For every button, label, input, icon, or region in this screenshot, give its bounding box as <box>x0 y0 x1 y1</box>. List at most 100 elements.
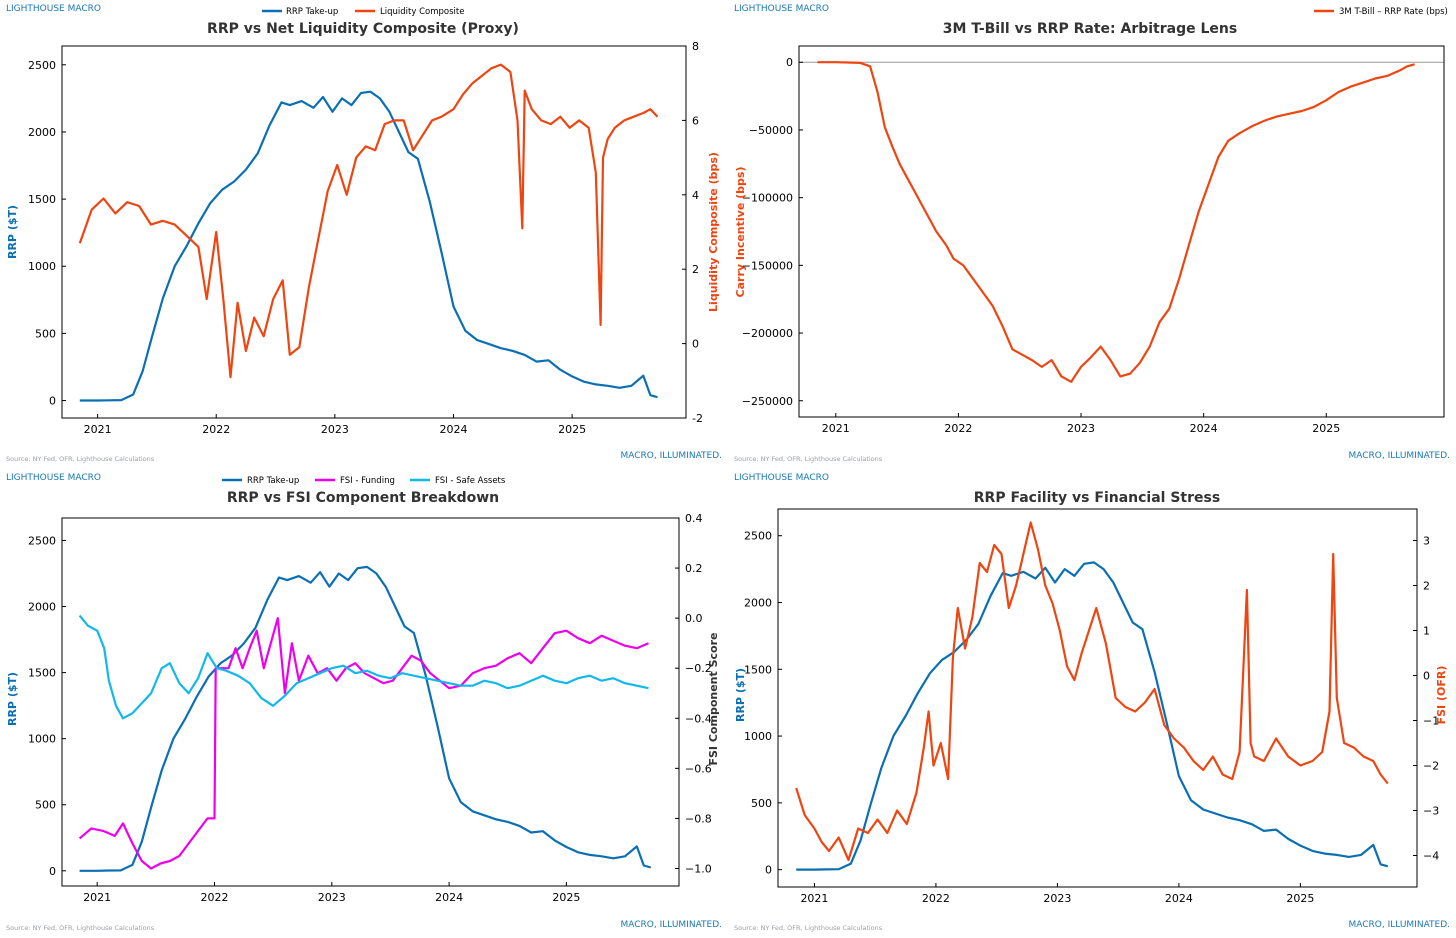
y-tick-label: 1500 <box>28 193 56 206</box>
series-line-rrp-take-up <box>79 565 652 872</box>
series-line-liquidity-composite <box>78 63 659 379</box>
y-axis-label-left: Carry Incentive (bps) <box>734 167 747 298</box>
y-tick-label: −100000 <box>742 192 793 205</box>
y-right-tick-label: 0 <box>1423 670 1430 683</box>
source-note: Source: NY Fed, OFR, Lighthouse Calculat… <box>6 455 155 463</box>
x-tick-label: 2024 <box>435 891 463 904</box>
x-tick-label: 2024 <box>1165 892 1193 905</box>
y-right-tick-label: 3 <box>1423 535 1430 548</box>
series-line-3m-t-bill-rrp-rate-bps <box>817 61 1415 383</box>
plot-area: 2021 2022 2023 2024 2025 0 500 1000 1500 2000 2500… <box>28 512 712 904</box>
tagline: MACRO, ILLUMINATED. <box>620 920 722 930</box>
y-right-tick-label: 2 <box>692 263 699 276</box>
plot-area: 2021 2022 2023 2024 2025 0 500 1000 1500 2000 2500… <box>28 40 703 436</box>
x-tick-label: 2025 <box>558 423 586 436</box>
x-tick-label: 2022 <box>944 422 972 435</box>
brand-label: LIGHTHOUSE MACRO <box>734 4 829 14</box>
x-tick-label: 2023 <box>1067 422 1095 435</box>
y-tick-label: 0 <box>49 395 56 408</box>
chart-rrp-vs-financial-stress: RRP Facility vs Financial Stress RRP ($T… <box>734 490 1448 905</box>
brand-label: LIGHTHOUSE MACRO <box>6 473 101 483</box>
y-tick-label: 500 <box>751 797 772 810</box>
y-tick-label: −50000 <box>749 124 793 137</box>
y-axis-label-left: RRP ($T) <box>6 205 19 259</box>
y-tick-label: −150000 <box>742 259 793 272</box>
panel-rrp-vs-financial-stress: RRP Facility vs Financial Stress RRP ($T… <box>728 469 1456 938</box>
x-tick-label: 2025 <box>1286 892 1314 905</box>
y-right-tick-label: −2 <box>1423 760 1439 773</box>
series-line-fsi-funding <box>78 617 649 870</box>
x-tick-label: 2022 <box>202 423 230 436</box>
chart-title: RRP vs Net Liquidity Composite (Proxy) <box>207 21 519 37</box>
x-tick-label: 2024 <box>1190 422 1218 435</box>
y-tick-label: 2000 <box>28 126 56 139</box>
y-axis-label-left: RRP ($T) <box>6 672 19 726</box>
brand-label: LIGHTHOUSE MACRO <box>734 473 829 483</box>
series-line-rrp-take-up <box>796 561 1389 871</box>
y-tick-label: 2500 <box>744 530 772 543</box>
y-right-tick-label: 0.0 <box>685 612 703 625</box>
tagline: MACRO, ILLUMINATED. <box>620 451 722 461</box>
x-tick-label: 2024 <box>439 423 467 436</box>
plot-frame <box>61 517 680 887</box>
series-line-fsi-safe-assets <box>78 614 649 720</box>
tagline: MACRO, ILLUMINATED. <box>1348 920 1450 930</box>
y-tick-label: 1000 <box>28 260 56 273</box>
x-tick-label: 2025 <box>1312 422 1340 435</box>
plot-frame <box>777 508 1418 888</box>
y-axis-label-right: FSI (OFR) <box>1435 666 1448 725</box>
y-right-tick-label: −4 <box>1423 850 1439 863</box>
chart-title: RRP vs FSI Component Breakdown <box>227 490 499 506</box>
legend: 3M T-Bill – RRP Rate (bps) <box>1314 7 1448 17</box>
y-right-tick-label: 0.4 <box>685 512 703 525</box>
y-right-tick-label: −0.8 <box>685 812 712 825</box>
plot-frame <box>61 45 687 419</box>
x-tick-label: 2021 <box>84 423 112 436</box>
y-right-tick-label: −1.0 <box>685 862 712 875</box>
y-tick-label: 0 <box>49 865 56 878</box>
y-right-tick-label: 8 <box>692 40 699 53</box>
y-tick-label: 500 <box>35 799 56 812</box>
plot-frame <box>798 45 1445 418</box>
y-tick-label: 1000 <box>744 730 772 743</box>
series-line-fsi-ofr <box>795 521 1389 862</box>
y-tick-label: 0 <box>786 56 793 69</box>
x-tick-label: 2023 <box>321 423 349 436</box>
y-tick-label: 0 <box>765 864 772 877</box>
x-tick-label: 2021 <box>822 422 850 435</box>
source-note: Source: NY Fed, OFR, Lighthouse Calculat… <box>734 924 883 932</box>
y-axis-label-left: RRP ($T) <box>734 668 747 722</box>
y-tick-label: −200000 <box>742 327 793 340</box>
plot-area: 2021 2022 2023 2024 2025 0 500 1000 1500 2000 2500… <box>744 508 1439 905</box>
y-tick-label: 2500 <box>28 534 56 547</box>
y-right-tick-label: −0.2 <box>685 662 712 675</box>
x-tick-label: 2023 <box>318 891 346 904</box>
chart-tbill-vs-rrp: 3M T-Bill vs RRP Rate: Arbitrage Lens 3M… <box>734 7 1448 435</box>
x-tick-label: 2023 <box>1043 892 1071 905</box>
y-right-tick-label: -2 <box>692 412 703 425</box>
source-note: Source: NY Fed, OFR, Lighthouse Calculat… <box>6 924 155 932</box>
y-tick-label: 2500 <box>28 59 56 72</box>
x-tick-label: 2021 <box>83 891 111 904</box>
y-tick-label: 500 <box>35 327 56 340</box>
legend: RRP Take-up FSI - Funding FSI - Safe Ass… <box>222 476 506 486</box>
y-tick-label: 1500 <box>744 663 772 676</box>
y-right-tick-label: −3 <box>1423 805 1439 818</box>
legend: RRP Take-up Liquidity Composite <box>262 7 464 17</box>
chart-title: 3M T-Bill vs RRP Rate: Arbitrage Lens <box>943 21 1237 37</box>
y-right-tick-label: 4 <box>692 189 699 202</box>
source-note: Source: NY Fed, OFR, Lighthouse Calculat… <box>734 455 883 463</box>
legend-label-funding: FSI - Funding <box>340 476 395 486</box>
y-tick-label: −250000 <box>742 395 793 408</box>
panel-rrp-vs-liquidity: RRP vs Net Liquidity Composite (Proxy) R… <box>0 0 728 469</box>
y-axis-label-right: Liquidity Composite (bps) <box>707 152 720 312</box>
y-right-tick-label: 0 <box>692 338 699 351</box>
legend-label-carry: 3M T-Bill – RRP Rate (bps) <box>1339 7 1448 17</box>
x-tick-label: 2022 <box>200 891 228 904</box>
x-tick-label: 2021 <box>800 892 828 905</box>
brand-label: LIGHTHOUSE MACRO <box>6 4 101 14</box>
y-tick-label: 1000 <box>28 733 56 746</box>
y-right-tick-label: 1 <box>1423 625 1430 638</box>
y-tick-label: 2000 <box>28 601 56 614</box>
x-tick-label: 2025 <box>552 891 580 904</box>
